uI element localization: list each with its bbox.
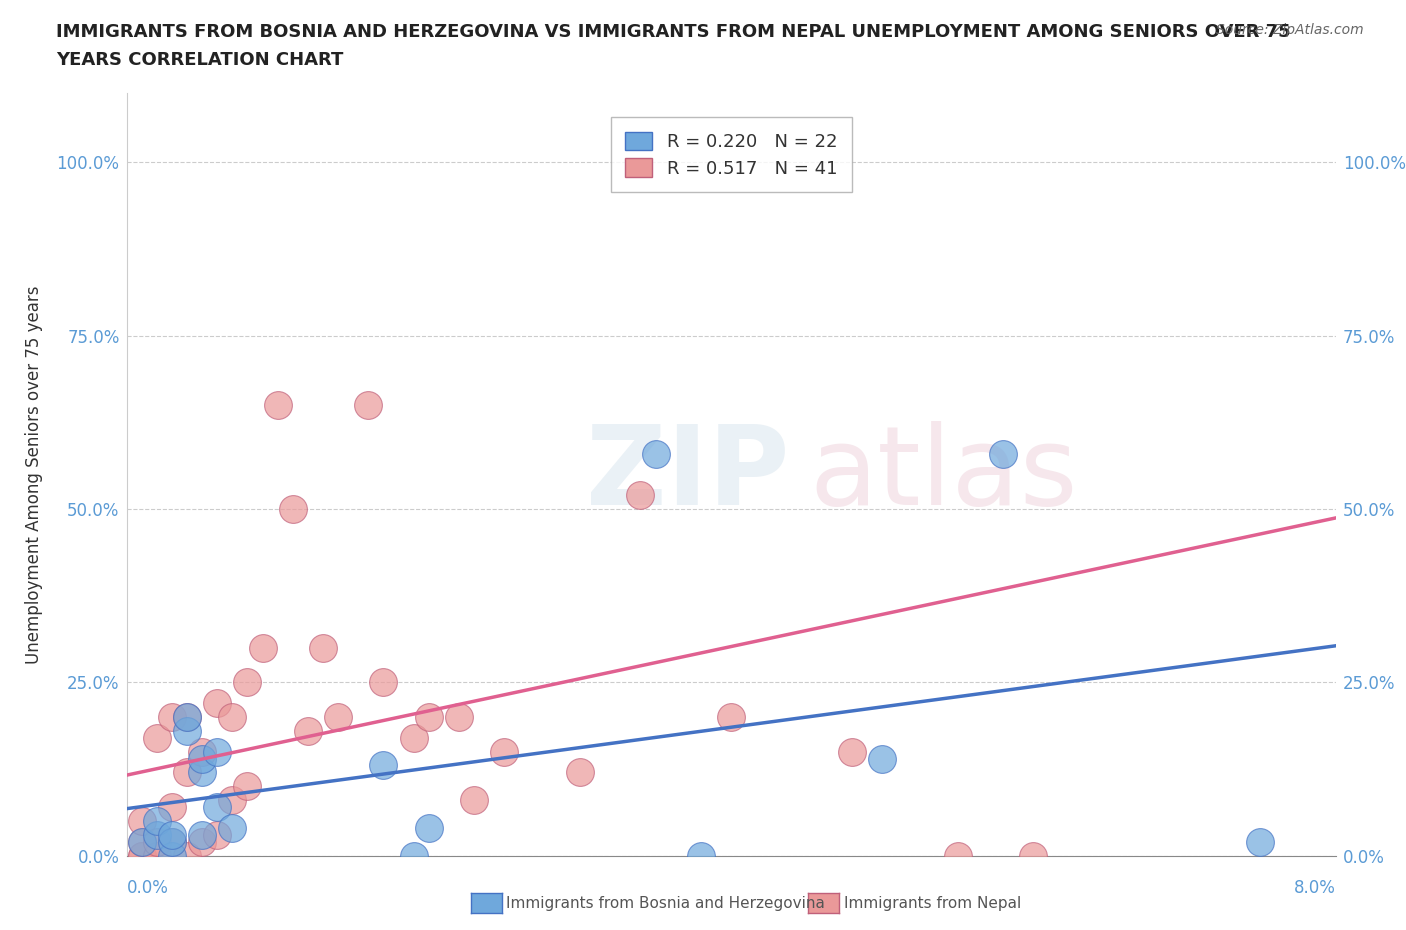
Point: [252, 640, 274, 655]
Text: 0.0%: 0.0%: [127, 879, 169, 897]
Point: [221, 820, 243, 835]
Point: [236, 675, 259, 690]
Point: [191, 828, 214, 843]
Y-axis label: Unemployment Among Seniors over 75 years: Unemployment Among Seniors over 75 years: [25, 286, 42, 663]
Point: [221, 710, 243, 724]
Point: [312, 640, 335, 655]
Text: IMMIGRANTS FROM BOSNIA AND HERZEGOVINA VS IMMIGRANTS FROM NEPAL UNEMPLOYMENT AMO: IMMIGRANTS FROM BOSNIA AND HERZEGOVINA V…: [56, 23, 1291, 41]
Point: [236, 778, 259, 793]
Point: [146, 834, 169, 849]
Text: ZIP: ZIP: [586, 420, 789, 528]
Legend: R = 0.220   N = 22, R = 0.517   N = 41: R = 0.220 N = 22, R = 0.517 N = 41: [610, 117, 852, 193]
Point: [176, 848, 198, 863]
Point: [160, 848, 183, 863]
Point: [841, 744, 863, 759]
Point: [176, 765, 198, 780]
Point: [1022, 848, 1045, 863]
Point: [221, 792, 243, 807]
Point: [267, 397, 290, 412]
Point: [205, 800, 228, 815]
Point: [689, 848, 711, 863]
Point: [373, 758, 395, 773]
Point: [463, 792, 485, 807]
Point: [205, 744, 228, 759]
Point: [993, 446, 1015, 461]
Point: [176, 710, 198, 724]
Point: [176, 724, 198, 738]
Point: [205, 828, 228, 843]
Point: [447, 710, 470, 724]
Point: [281, 501, 304, 516]
Point: [191, 744, 214, 759]
Point: [357, 397, 380, 412]
Point: [568, 765, 592, 780]
Point: [131, 814, 153, 829]
Point: [131, 834, 153, 849]
Point: [872, 751, 894, 766]
Point: [644, 446, 666, 461]
Point: [160, 834, 183, 849]
Text: Source: ZipAtlas.com: Source: ZipAtlas.com: [1216, 23, 1364, 37]
Text: YEARS CORRELATION CHART: YEARS CORRELATION CHART: [56, 51, 343, 69]
Point: [191, 751, 214, 766]
Point: [1249, 834, 1271, 849]
Point: [191, 834, 214, 849]
Point: [146, 848, 169, 863]
Point: [297, 724, 319, 738]
Point: [131, 834, 153, 849]
Point: [160, 828, 183, 843]
Point: [946, 848, 969, 863]
Point: [326, 710, 350, 724]
Point: [402, 848, 425, 863]
Text: atlas: atlas: [810, 420, 1078, 528]
Point: [418, 820, 440, 835]
Text: Immigrants from Bosnia and Herzegovina: Immigrants from Bosnia and Herzegovina: [506, 896, 825, 910]
Point: [146, 730, 169, 745]
Point: [131, 848, 153, 863]
Point: [191, 765, 214, 780]
Point: [146, 828, 169, 843]
Point: [160, 834, 183, 849]
Point: [131, 848, 153, 863]
Point: [373, 675, 395, 690]
Text: 8.0%: 8.0%: [1294, 879, 1336, 897]
Point: [160, 800, 183, 815]
Point: [418, 710, 440, 724]
Point: [205, 696, 228, 711]
Point: [630, 487, 652, 502]
Point: [146, 814, 169, 829]
Point: [160, 710, 183, 724]
Text: Immigrants from Nepal: Immigrants from Nepal: [844, 896, 1021, 910]
Point: [176, 710, 198, 724]
Point: [494, 744, 516, 759]
Point: [402, 730, 425, 745]
Point: [1355, 155, 1378, 170]
Point: [720, 710, 742, 724]
